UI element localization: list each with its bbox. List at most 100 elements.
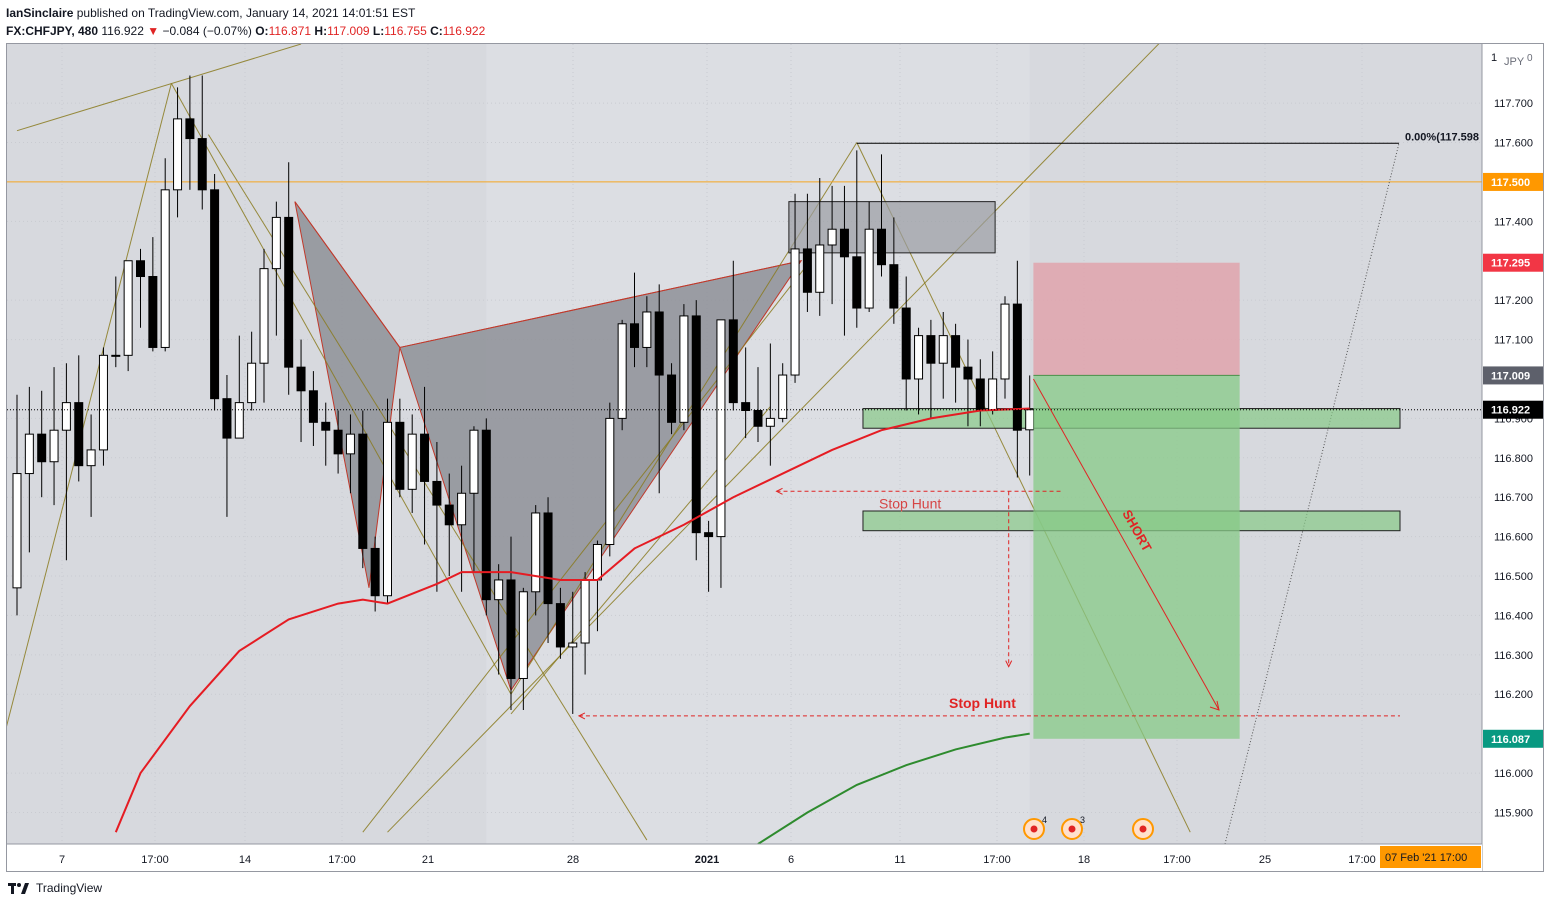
candle-bearish — [148, 276, 158, 348]
candle-bullish — [679, 315, 689, 423]
candle-bullish — [914, 335, 924, 380]
candle-bullish — [383, 421, 392, 597]
chart-canvas[interactable]: 1 JPY 0 117.700 117.600 117.400 117.200 117.… — [7, 44, 1543, 871]
candle-bearish — [333, 429, 343, 455]
symbol-name[interactable]: FX:CHFJPY, 480 — [6, 24, 99, 38]
overlays — [7, 262, 1482, 845]
candle-bearish — [444, 504, 454, 526]
arrow-down-icon — [1005, 660, 1013, 668]
candle-bearish — [555, 603, 565, 648]
candle-bearish — [1012, 303, 1022, 431]
candle-bearish — [691, 315, 701, 534]
candle-bullish — [111, 354, 121, 357]
candle-bullish — [24, 433, 34, 475]
pattern-xb-line — [294, 201, 401, 348]
time-highlight-badge — [1380, 846, 1481, 868]
stop-hunt-label-1: Stop Hunt — [879, 495, 941, 511]
candle-bearish — [926, 335, 936, 364]
candle-bearish — [877, 228, 886, 266]
time-tick-label: 6 — [788, 854, 794, 866]
candle-bullish — [580, 579, 590, 644]
low-value: 116.755 — [384, 24, 427, 38]
candle-bearish — [963, 366, 973, 380]
publisher-name[interactable]: IanSinclaire — [6, 6, 74, 20]
candle-bearish — [667, 374, 677, 423]
candle-bullish — [864, 228, 874, 309]
candle-bearish — [284, 216, 294, 368]
moving-average-red — [114, 407, 1030, 833]
candle-bearish — [370, 547, 380, 597]
take-profit-zone — [1033, 375, 1240, 739]
candle-bearish — [296, 366, 306, 392]
high-value: 117.009 — [327, 24, 370, 38]
price-label-badge — [1483, 366, 1543, 385]
candle-bullish — [247, 362, 257, 404]
candle-bullish — [12, 473, 22, 589]
candle-bearish — [839, 228, 849, 258]
price-tick-label: 117.200 — [1494, 295, 1533, 307]
candle-bullish — [592, 543, 602, 581]
price-tick-label: 117.400 — [1494, 216, 1533, 228]
time-highlight-label: 07 Feb '21 17:00 — [1385, 852, 1467, 864]
candle-bullish — [259, 268, 269, 364]
candle-bearish — [975, 378, 985, 412]
price-label-badge — [1483, 400, 1543, 419]
time-axis-background[interactable] — [7, 844, 1482, 871]
arrow-left-icon — [775, 487, 783, 495]
time-tick-label: 17:00 — [983, 854, 1011, 866]
chart-panel[interactable]: 1 JPY 0 117.700 117.600 117.400 117.200 117.… — [6, 43, 1544, 872]
candle-bearish — [802, 248, 812, 293]
candle-bearish — [185, 118, 195, 140]
time-tick-label: 2021 — [695, 854, 719, 866]
change-arrow-icon: ▼ — [147, 24, 160, 38]
fib-dotted-line — [1224, 143, 1400, 845]
event-count: 3 — [1080, 815, 1085, 825]
event-dot — [1139, 825, 1147, 833]
trend-line — [510, 406, 771, 715]
time-tick-label: 28 — [567, 854, 579, 866]
price-label-badge — [1483, 729, 1543, 748]
candle-bullish — [617, 323, 627, 419]
event-marker[interactable]: 3 — [1061, 815, 1085, 840]
candle-bearish — [889, 264, 899, 309]
trend-line — [170, 83, 512, 695]
price-tick-label: 117.600 — [1494, 138, 1533, 150]
trend-line — [7, 83, 172, 727]
arrow-left-icon — [577, 712, 586, 720]
candle-bearish — [901, 307, 911, 380]
chart-header: IanSinclaire published on TradingView.co… — [0, 0, 1550, 42]
event-marker[interactable] — [1132, 818, 1154, 840]
stop-hunt-label-2: Stop Hunt — [949, 695, 1016, 711]
candle-bearish — [197, 138, 207, 191]
event-marker[interactable]: 4 — [1023, 815, 1047, 840]
trend-line — [208, 134, 648, 841]
time-tick-label: 17:00 — [1163, 854, 1191, 866]
fib-level-label: 0.00%(117.598 — [1405, 131, 1479, 143]
time-tick-label: 18 — [1078, 854, 1090, 866]
candle-bearish — [753, 410, 763, 427]
candle-bullish — [518, 591, 528, 679]
candle-bullish — [271, 216, 281, 270]
candle-bullish — [938, 335, 948, 364]
event-dot — [1030, 825, 1038, 833]
time-tick-label: 17:00 — [141, 854, 169, 866]
high-label: H: — [314, 24, 328, 38]
price-tick-label: 116.600 — [1494, 532, 1533, 544]
pattern-bd-line — [399, 260, 802, 348]
currency-label: JPY — [1504, 56, 1525, 68]
close-label: C: — [430, 24, 443, 38]
candle-bearish — [741, 402, 751, 412]
price-tick-label: 117.700 — [1494, 98, 1533, 110]
trend-line — [16, 44, 302, 132]
price-change: −0.084 (−0.07%) — [162, 24, 252, 38]
candle-bearish — [506, 579, 516, 679]
candle-bearish — [136, 260, 145, 278]
candle-bullish — [642, 311, 652, 348]
candle-bearish — [420, 433, 430, 482]
candle-bullish — [1000, 303, 1010, 380]
candle-bullish — [173, 118, 183, 191]
time-tick-label: 14 — [239, 854, 251, 866]
tradingview-branding[interactable]: TradingView — [8, 881, 102, 895]
candle-bearish — [222, 398, 232, 439]
candle-bullish — [469, 429, 479, 494]
